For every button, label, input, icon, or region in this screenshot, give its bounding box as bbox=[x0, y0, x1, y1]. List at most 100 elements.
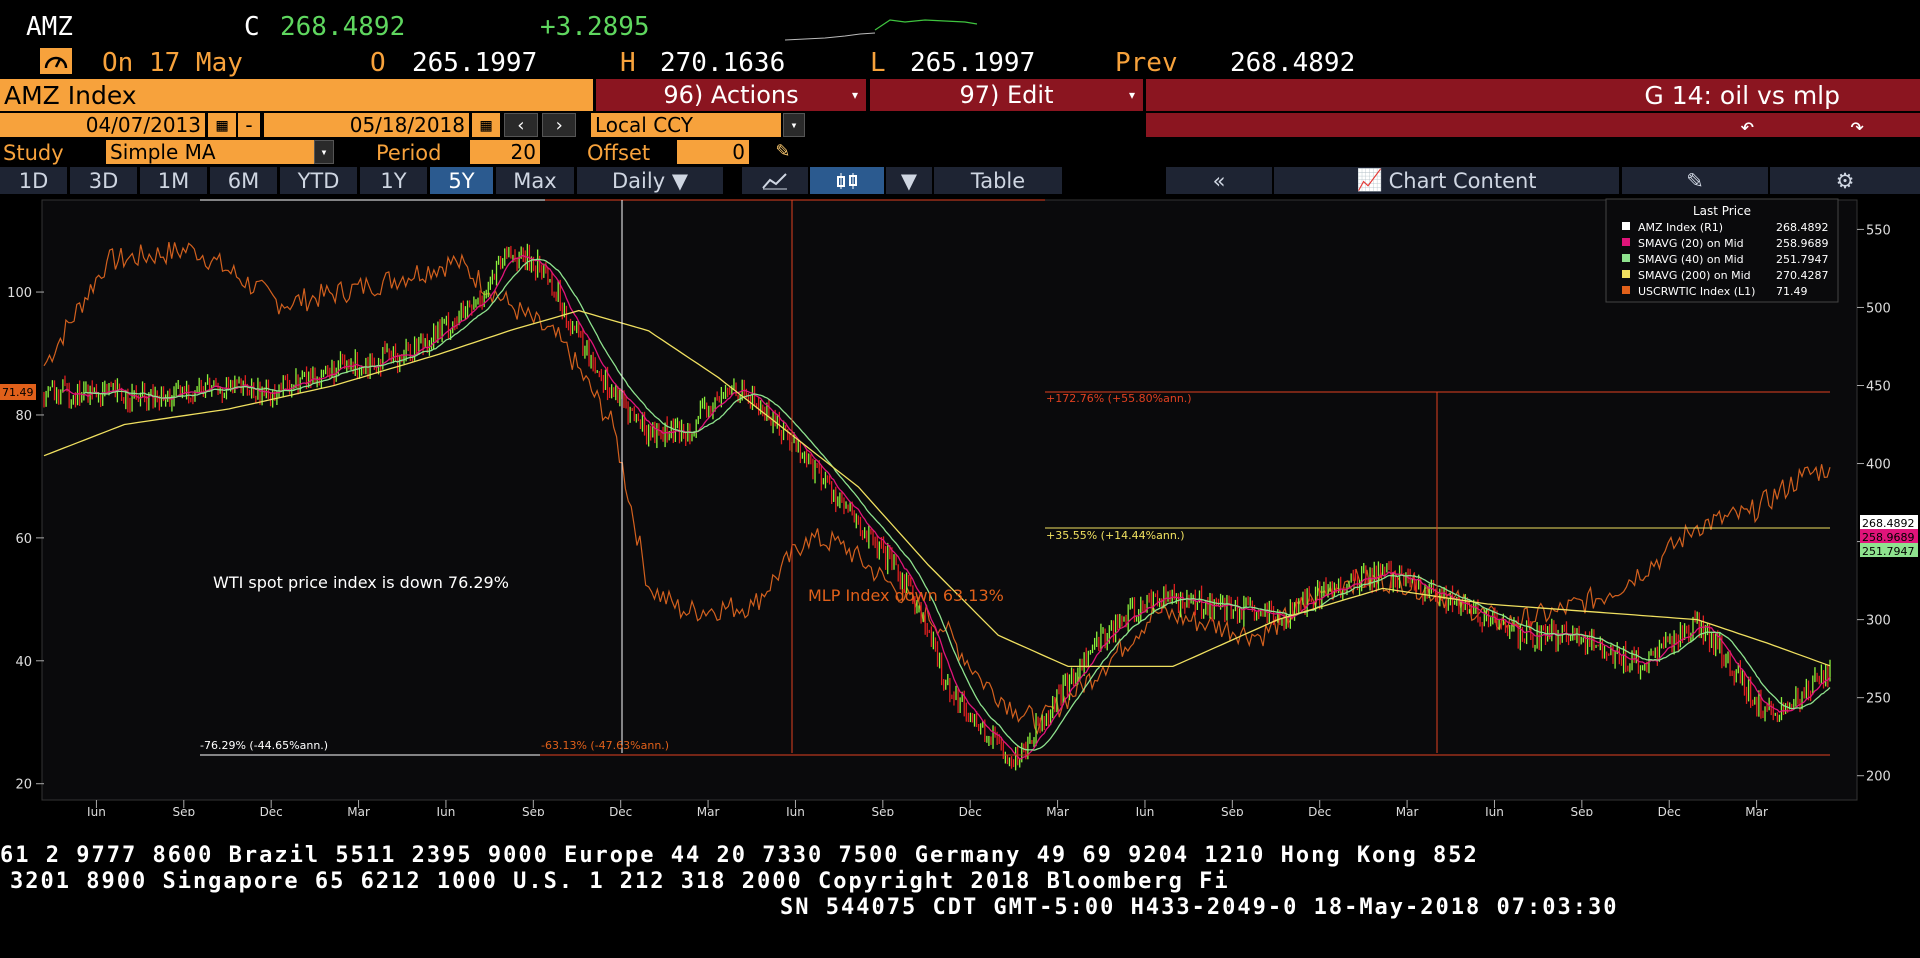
security-field[interactable]: AMZ Index bbox=[0, 79, 593, 111]
low-value: 265.1997 bbox=[910, 48, 1036, 78]
legend-item-name: SMAVG (20) on Mid bbox=[1638, 237, 1744, 250]
wti-rebound-stat: +172.76% (+55.80%ann.) bbox=[1046, 392, 1192, 405]
next-period-button[interactable]: › bbox=[542, 113, 576, 137]
x-axis-month-label: Mar bbox=[347, 805, 370, 816]
chart-content-icon: 📈 bbox=[1356, 168, 1383, 192]
currency-select[interactable]: Local CCY bbox=[591, 113, 781, 137]
x-axis-month-label: Jun bbox=[1484, 805, 1504, 816]
x-axis-month-label: Sep bbox=[1221, 805, 1244, 816]
x-axis-month-label: Sep bbox=[1571, 805, 1594, 816]
footer-contacts-line1: 61 2 9777 8600 Brazil 5511 2395 9000 Eur… bbox=[0, 843, 1479, 868]
undo-icon[interactable]: ↶ bbox=[1740, 112, 1755, 140]
intraday-sparkline bbox=[785, 19, 978, 41]
low-label: L bbox=[870, 48, 886, 78]
date-separator: - bbox=[238, 113, 260, 137]
range-tab-3d[interactable]: 3D bbox=[70, 167, 137, 194]
settings-gear-icon[interactable]: ⚙ bbox=[1770, 167, 1920, 194]
range-tab-1m[interactable]: 1M bbox=[140, 167, 207, 194]
chart-type-dropdown[interactable]: ▼ bbox=[886, 167, 932, 194]
offset-input[interactable]: 0 bbox=[677, 140, 749, 164]
calendar-icon[interactable]: ▦ bbox=[208, 113, 236, 137]
graph-title[interactable]: G 14: oil vs mlp bbox=[1146, 79, 1920, 111]
legend-swatch bbox=[1622, 286, 1630, 294]
footer-contacts-line2: 3201 8900 Singapore 65 6212 1000 U.S. 1 … bbox=[10, 869, 1230, 894]
legend-item-name: SMAVG (200) on Mid bbox=[1638, 269, 1751, 282]
mlp-rebound-stat: +35.55% (+14.44%ann.) bbox=[1046, 529, 1185, 542]
legend-item-value: 270.4287 bbox=[1776, 269, 1829, 282]
right-axis-label: 550 bbox=[1866, 223, 1891, 238]
speedometer-icon[interactable] bbox=[40, 48, 72, 74]
start-date-field[interactable]: 04/07/2013 bbox=[0, 113, 205, 137]
candle-chart-icon[interactable] bbox=[810, 167, 884, 194]
range-tab-1y[interactable]: 1Y bbox=[360, 167, 427, 194]
collapse-icon[interactable]: « bbox=[1166, 167, 1272, 194]
chart-content-button[interactable]: 📈 Chart Content bbox=[1274, 167, 1619, 194]
legend-item-value: 268.4892 bbox=[1776, 221, 1829, 234]
wti-last-tag-bg bbox=[0, 384, 36, 400]
sma200-series-line bbox=[43, 309, 1831, 668]
x-axis-month-label: Sep bbox=[872, 805, 895, 816]
x-axis-month-label: Jun bbox=[1135, 805, 1155, 816]
plot-area bbox=[41, 199, 1858, 801]
wti-last-value-tag: 71.49 bbox=[0, 384, 36, 400]
range-tab-1d[interactable]: 1D bbox=[0, 167, 67, 194]
right-last-tag-text: 268.4892 bbox=[1862, 517, 1915, 530]
edit-chart-icon[interactable]: ✎ bbox=[1622, 167, 1768, 194]
left-axis-label: 100 bbox=[7, 286, 32, 301]
range-tab-5y[interactable]: 5Y bbox=[430, 167, 493, 194]
change-value: +3.2895 bbox=[540, 12, 650, 42]
legend-item-name: AMZ Index (R1) bbox=[1638, 221, 1723, 234]
sma20-series-line bbox=[62, 254, 1831, 760]
frequency-select[interactable]: Daily ▼ bbox=[577, 167, 723, 194]
date-label: On 17 May bbox=[102, 48, 243, 78]
actions-menu[interactable]: 96) Actions ▾ bbox=[596, 79, 866, 111]
right-axis-label: 200 bbox=[1866, 770, 1891, 785]
ticker-symbol: AMZ bbox=[26, 12, 73, 42]
x-axis-month-label: Dec bbox=[260, 805, 283, 816]
x-axis-month-label: Mar bbox=[1745, 805, 1768, 816]
calendar-icon[interactable]: ▦ bbox=[472, 113, 500, 137]
prev-label: Prev bbox=[1115, 48, 1178, 78]
prev-value: 268.4892 bbox=[1230, 48, 1356, 78]
price-chart[interactable]: 20406080100200250300350400450500550JunSe… bbox=[0, 196, 1920, 816]
close-value: 268.4892 bbox=[280, 12, 406, 42]
left-axis-label: 20 bbox=[15, 778, 32, 793]
x-axis-month-label: Mar bbox=[1046, 805, 1069, 816]
pencil-icon[interactable]: ✎ bbox=[776, 138, 790, 163]
study-select[interactable]: Simple MA bbox=[106, 140, 314, 164]
study-label: Study bbox=[3, 141, 64, 165]
edit-menu[interactable]: 97) Edit ▾ bbox=[870, 79, 1143, 111]
range-tab-ytd[interactable]: YTD bbox=[280, 167, 357, 194]
range-tab-6m[interactable]: 6M bbox=[210, 167, 277, 194]
right-last-tag-text: 258.9689 bbox=[1862, 531, 1915, 544]
wti-annotation-text: WTI spot price index is down 76.29% bbox=[213, 573, 509, 592]
legend-swatch bbox=[1622, 222, 1630, 230]
close-label: C bbox=[244, 12, 260, 42]
caret-down-icon: ▾ bbox=[851, 88, 858, 102]
chart-legend: Last Price AMZ Index (R1) 268.4892 SMAVG (2… bbox=[1605, 198, 1839, 303]
redo-icon[interactable]: ↷ bbox=[1850, 112, 1865, 140]
period-label: Period bbox=[376, 141, 442, 165]
period-input[interactable]: 20 bbox=[470, 140, 540, 164]
end-date-field[interactable]: 05/18/2018 bbox=[264, 113, 469, 137]
wti-series-line bbox=[43, 241, 1831, 735]
left-axis-label: 80 bbox=[15, 409, 32, 424]
x-axis-month-label: Dec bbox=[1308, 805, 1331, 816]
caret-down-icon: ▼ bbox=[671, 168, 688, 193]
wti-drop-stat: -76.29% (-44.65%ann.) bbox=[200, 739, 328, 752]
open-value: 265.1997 bbox=[412, 48, 538, 78]
mlp-annotation-text: MLP Index down 63.13% bbox=[808, 586, 1004, 605]
chevron-down-icon[interactable]: ▾ bbox=[314, 140, 334, 164]
x-axis-month-label: Dec bbox=[1658, 805, 1681, 816]
wti-last-tag-text: 71.49 bbox=[2, 386, 34, 399]
line-chart-icon[interactable] bbox=[742, 167, 808, 194]
left-axis-label: 40 bbox=[15, 655, 32, 670]
actions-label: 96) Actions bbox=[663, 81, 799, 109]
legend-item-value: 258.9689 bbox=[1776, 237, 1829, 250]
range-tab-max[interactable]: Max bbox=[496, 167, 574, 194]
table-button[interactable]: Table bbox=[934, 167, 1062, 194]
right-last-tag-bg bbox=[1860, 515, 1918, 529]
chevron-down-icon[interactable]: ▾ bbox=[783, 113, 805, 137]
x-axis-month-label: Mar bbox=[697, 805, 720, 816]
prev-period-button[interactable]: ‹ bbox=[504, 113, 538, 137]
